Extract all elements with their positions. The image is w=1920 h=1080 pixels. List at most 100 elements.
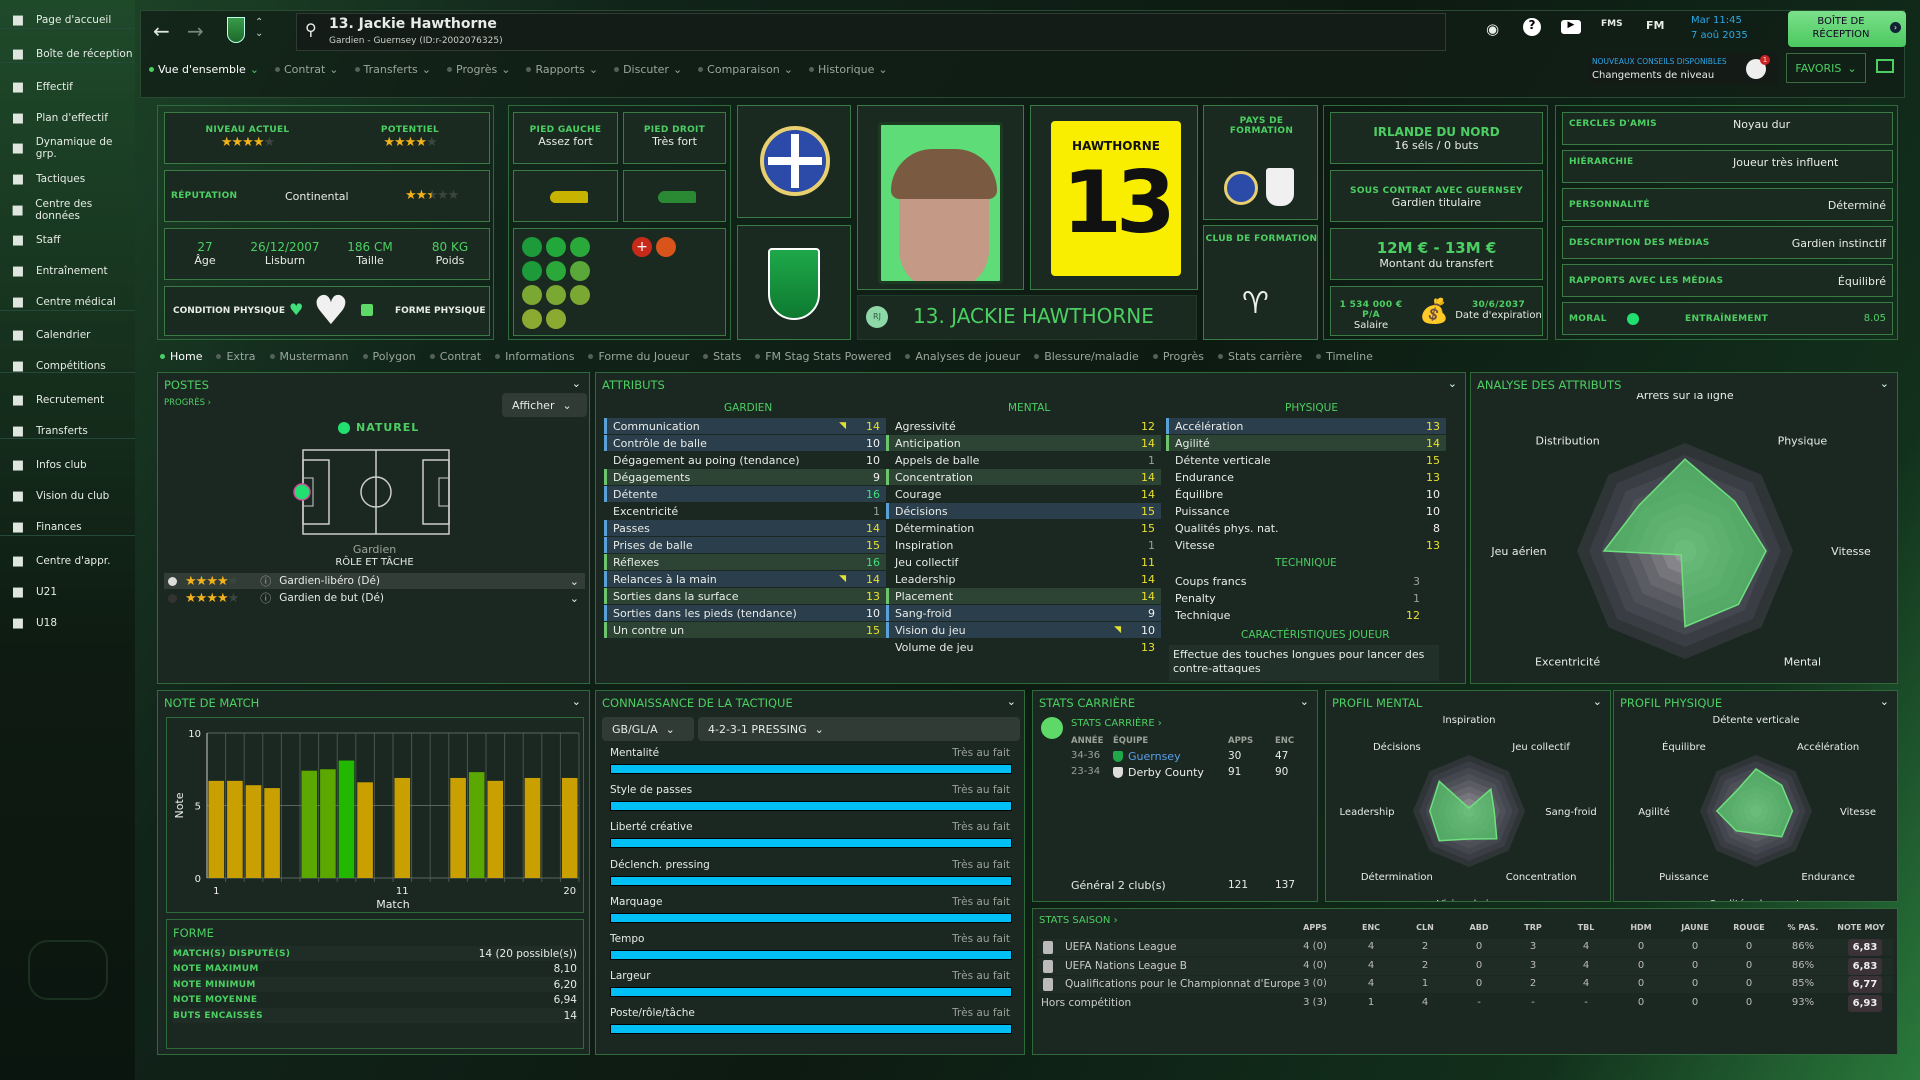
trait-badge-icon[interactable]	[570, 261, 590, 281]
tab-stats-carri-re[interactable]: Stats carrière	[1218, 350, 1302, 363]
trait-badge-icon[interactable]	[546, 237, 566, 257]
career-team-link[interactable]: Guernsey	[1128, 750, 1181, 763]
advice-notification[interactable]: NOUVEAUX CONSEILS DISPONIBLES Changement…	[1588, 53, 1778, 85]
favourites-dropdown[interactable]: FAVORIS ⌄	[1786, 53, 1866, 83]
sidebar-item-recrutement[interactable]: ■ Recrutement	[0, 386, 135, 414]
role-radio[interactable]	[168, 576, 177, 586]
fm-icon[interactable]: FM	[1646, 19, 1665, 32]
display-dropdown[interactable]: Afficher ⌄	[502, 393, 587, 417]
sidebar-item-dynamique-de-grp-[interactable]: ■ Dynamique de grp.	[0, 134, 135, 162]
info-icon[interactable]: ⓘ	[260, 575, 272, 588]
attribute-row[interactable]: Inspiration 1	[886, 537, 1161, 553]
sidebar-item-centre-d-appr-[interactable]: ■ Centre d'appr.	[0, 547, 135, 575]
chevron-down-icon[interactable]: ⌄	[1447, 377, 1457, 390]
sidebar-item-infos-club[interactable]: ■ Infos club	[0, 451, 135, 479]
tab-stats[interactable]: Stats	[703, 350, 741, 363]
chevron-down-icon[interactable]: ⌄	[1006, 695, 1016, 708]
help-icon[interactable]: ?	[1523, 18, 1541, 36]
attribute-row[interactable]: Un contre un 15	[604, 622, 886, 638]
trait-badge-icon[interactable]	[546, 261, 566, 281]
goalkeeper-position-marker[interactable]	[293, 483, 311, 501]
sidebar-item-centre-des-donn-es[interactable]: ■ Centre des données	[0, 196, 135, 224]
rating-bar[interactable]	[561, 777, 578, 878]
attribute-row[interactable]: Agressivité 12	[886, 418, 1161, 434]
player-switch-icon[interactable]: ⌃ ⌄	[255, 17, 264, 39]
nav-3[interactable]: Progrès ⌄	[447, 63, 510, 76]
rating-bar[interactable]	[301, 770, 318, 878]
attribute-row[interactable]: Vision du jeu ◥ 10	[886, 622, 1161, 638]
rating-bar[interactable]	[487, 780, 504, 878]
season-row[interactable]: UEFA Nations League 4 (0) 4 2 0 3 4 0 0 0 86% 6,83	[1037, 939, 1893, 956]
attribute-row[interactable]: Jeu collectif 11	[886, 554, 1161, 570]
attribute-row[interactable]: Endurance 13	[1166, 469, 1446, 485]
nav-1[interactable]: Contrat ⌄	[275, 63, 339, 76]
attribute-row[interactable]: Placement 14	[886, 588, 1161, 604]
chevron-down-icon[interactable]: ⌄	[571, 377, 581, 390]
rating-bar[interactable]	[394, 777, 411, 878]
attribute-row[interactable]: Sorties dans les pieds (tendance) 10	[604, 605, 886, 621]
season-stats-link[interactable]: STATS SAISON ›	[1039, 915, 1118, 926]
attribute-row[interactable]: Agilité 14	[1166, 435, 1446, 451]
sidebar-item-u18[interactable]: ■ U18	[0, 609, 135, 637]
sidebar-item-centre-m-dical[interactable]: ■ Centre médical	[0, 288, 135, 316]
trait-badge-icon[interactable]	[570, 237, 590, 257]
season-row[interactable]: Hors compétition 3 (3) 1 4 - - - 0 0 0 93% 6,93	[1037, 994, 1893, 1012]
sidebar-item-tactiques[interactable]: ■ Tactiques	[0, 165, 135, 193]
attribute-row[interactable]: Qualités phys. nat. 8	[1166, 520, 1446, 536]
trait-badge-icon[interactable]	[522, 285, 542, 305]
search-box[interactable]: ⚲ 13. Jackie Hawthorne Gardien - Guernse…	[296, 13, 1446, 51]
attribute-row[interactable]: Coups francs 3	[1166, 573, 1426, 589]
sidebar-item-comp-titions[interactable]: ■ Compétitions	[0, 352, 135, 380]
tactic-dropdown[interactable]: 4-2-3-1 PRESSING ⌄	[698, 717, 1020, 741]
attribute-row[interactable]: Sorties dans la surface 13	[604, 588, 886, 604]
attribute-row[interactable]: Dégagements 9	[604, 469, 886, 485]
trait-badge-icon[interactable]	[522, 261, 542, 281]
tab-analyses-de-joueur[interactable]: Analyses de joueur	[905, 350, 1020, 363]
tab-informations[interactable]: Informations	[495, 350, 574, 363]
tab-blessure-maladie[interactable]: Blessure/maladie	[1034, 350, 1139, 363]
season-row[interactable]: UEFA Nations League B 4 (0) 4 2 0 3 4 0 0 0 86% 6,8…	[1037, 957, 1893, 975]
tab-mustermann[interactable]: Mustermann	[269, 350, 349, 363]
nav-2[interactable]: Transferts ⌄	[354, 63, 431, 76]
career-stats-link[interactable]: STATS CARRIÈRE ›	[1071, 718, 1162, 729]
sidebar-item-entra-nement[interactable]: ■ Entraînement	[0, 257, 135, 285]
attribute-row[interactable]: Détente verticale 15	[1166, 452, 1446, 468]
chevron-down-icon[interactable]: ⌄	[571, 695, 581, 708]
tab-timeline[interactable]: Timeline	[1316, 350, 1373, 363]
attribute-row[interactable]: Contrôle de balle 10	[604, 435, 886, 451]
tab-progr-s[interactable]: Progrès	[1152, 350, 1204, 363]
attribute-row[interactable]: Appels de balle 1	[886, 452, 1161, 468]
training-warning-icon[interactable]	[656, 237, 676, 257]
trait-badge-icon[interactable]	[522, 309, 542, 329]
sidebar-item-effectif[interactable]: ■ Effectif	[0, 73, 135, 101]
attribute-row[interactable]: Sang-froid 9	[886, 605, 1161, 621]
sidebar-item-plan-d-effectif[interactable]: ■ Plan d'effectif	[0, 104, 135, 132]
rating-bar[interactable]	[245, 785, 262, 878]
rating-bar[interactable]	[208, 780, 225, 878]
injury-icon[interactable]: +	[632, 237, 652, 257]
rating-bar[interactable]	[320, 769, 336, 878]
monitor-icon[interactable]	[1876, 59, 1894, 73]
career-team-link[interactable]: Derby County	[1128, 766, 1204, 779]
nav-7[interactable]: Historique ⌄	[809, 63, 888, 76]
rating-bar[interactable]	[264, 788, 280, 878]
sidebar-item-transferts[interactable]: ■ Transferts	[0, 417, 135, 445]
chevron-down-icon[interactable]: ⌄	[1299, 695, 1309, 708]
nav-0[interactable]: Vue d'ensemble ⌄	[149, 63, 259, 76]
rating-bar[interactable]	[357, 782, 373, 878]
sidebar-item-page-d-accueil[interactable]: ■ Page d'accueil	[0, 6, 135, 34]
rating-bar[interactable]	[227, 780, 243, 878]
tab-polygon[interactable]: Polygon	[362, 350, 416, 363]
chevron-down-icon[interactable]: ⌄	[569, 591, 579, 605]
attribute-row[interactable]: Courage 14	[886, 486, 1161, 502]
tab-fm-stag-stats-powered[interactable]: FM Stag Stats Powered	[755, 350, 891, 363]
nav-5[interactable]: Discuter ⌄	[614, 63, 682, 76]
sidebar-item-u21[interactable]: ■ U21	[0, 578, 135, 606]
sidebar-item-calendrier[interactable]: ■ Calendrier	[0, 321, 135, 349]
attribute-row[interactable]: Détente 16	[604, 486, 886, 502]
attribute-row[interactable]: Relances à la main ◥ 14	[604, 571, 886, 587]
forward-arrow-icon[interactable]: →	[187, 19, 204, 43]
back-arrow-icon[interactable]: ←	[153, 19, 170, 43]
info-icon[interactable]: ⓘ	[260, 592, 272, 605]
attribute-row[interactable]: Penalty 1	[1166, 590, 1426, 606]
